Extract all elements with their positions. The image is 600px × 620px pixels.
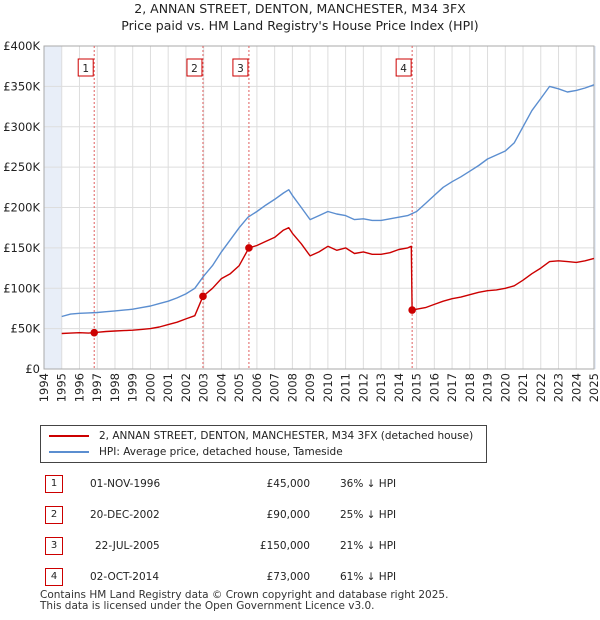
- sale-hpi-diff: 61% ↓ HPI: [340, 571, 397, 583]
- x-tick-label: 2002: [179, 373, 193, 402]
- x-tick-label: 2015: [410, 373, 424, 402]
- x-tick-label: 2006: [250, 373, 264, 402]
- sale-date: 02-OCT-2014: [90, 571, 159, 583]
- price-paid-line: [61, 227, 595, 335]
- sale-price: £45,000: [266, 478, 310, 490]
- plot-frame: [43, 45, 595, 370]
- sale-number-badge: 2: [45, 506, 63, 524]
- sale-event-badge: [77, 58, 94, 77]
- x-tick-label: 2003: [197, 373, 211, 402]
- shaded-region: [594, 46, 596, 369]
- sale-date: 20-DEC-2002: [90, 509, 160, 521]
- y-tick-label: £350K: [3, 79, 40, 93]
- footer-attribution: Contains HM Land Registry data © Crown c…: [40, 590, 448, 612]
- y-tick-label: £200K: [3, 201, 40, 215]
- sale-row: 1 01-NOV-1996 £45,000 36% ↓ HPI: [40, 475, 560, 493]
- legend-swatch-price: [49, 435, 89, 437]
- x-tick-label: 2004: [214, 373, 228, 402]
- x-tick-label: 2011: [339, 373, 353, 402]
- sale-event-badge: [395, 58, 412, 77]
- sale-date: 22-JUL-2005: [95, 540, 160, 552]
- sale-number-badge: 4: [45, 568, 63, 586]
- sale-hpi-diff: 36% ↓ HPI: [340, 478, 397, 490]
- sale-number-badge: 1: [45, 475, 63, 493]
- y-tick-label: £250K: [3, 160, 40, 174]
- footer-line2: This data is licensed under the Open Gov…: [40, 600, 375, 612]
- x-tick-label: 2000: [143, 373, 157, 402]
- x-tick-label: 2001: [161, 373, 175, 402]
- legend-swatch-hpi: [49, 451, 89, 453]
- x-tick-label: 2025: [587, 373, 600, 402]
- sale-point: [199, 292, 207, 301]
- y-tick-label: £300K: [3, 120, 40, 134]
- x-tick-label: 2013: [374, 373, 388, 402]
- x-tick-label: 2021: [516, 373, 530, 402]
- sale-event-label: 3: [237, 63, 244, 75]
- chart-title-line2: Price paid vs. HM Land Registry's House …: [121, 18, 479, 33]
- footer-line1: Contains HM Land Registry data © Crown c…: [40, 589, 449, 601]
- sale-price: £150,000: [259, 540, 310, 552]
- y-tick-label: £50K: [11, 322, 41, 336]
- x-tick-label: 2018: [463, 373, 477, 402]
- x-tick-label: 1998: [108, 373, 122, 402]
- x-tick-label: 2020: [498, 373, 512, 402]
- sale-event-label: 4: [400, 63, 407, 75]
- x-tick-label: 2016: [427, 373, 441, 402]
- sale-price: £90,000: [266, 509, 310, 521]
- sale-row: 3 22-JUL-2005 £150,000 21% ↓ HPI: [40, 537, 560, 555]
- sale-point: [90, 328, 99, 337]
- y-tick-label: £400K: [3, 39, 40, 53]
- sale-point: [245, 244, 253, 252]
- sale-point: [408, 306, 416, 314]
- sale-event-badge: [232, 58, 249, 77]
- sale-date: 01-NOV-1996: [90, 478, 161, 490]
- x-tick-label: 1996: [72, 373, 86, 402]
- sale-event-label: 1: [82, 63, 89, 75]
- y-tick-label: £150K: [3, 241, 40, 255]
- chart-legend: 2, ANNAN STREET, DENTON, MANCHESTER, M34…: [40, 425, 487, 463]
- sale-hpi-diff: 25% ↓ HPI: [340, 509, 397, 521]
- legend-label-hpi: HPI: Average price, detached house, Tame…: [99, 446, 343, 458]
- x-tick-label: 2024: [569, 373, 583, 402]
- sale-event-badge: [186, 58, 203, 77]
- x-tick-label: 2023: [552, 373, 566, 402]
- x-tick-label: 2014: [392, 373, 406, 402]
- y-tick-label: £0: [25, 362, 40, 376]
- sale-row: 4 02-OCT-2014 £73,000 61% ↓ HPI: [40, 568, 560, 586]
- sale-hpi-diff: 21% ↓ HPI: [340, 540, 397, 552]
- chart-title: 2, ANNAN STREET, DENTON, MANCHESTER, M34…: [0, 0, 600, 34]
- x-tick-label: 2005: [232, 373, 246, 402]
- x-tick-label: 1997: [90, 373, 104, 402]
- x-tick-label: 1995: [55, 373, 69, 402]
- y-tick-label: £100K: [3, 281, 40, 295]
- x-tick-label: 1994: [37, 373, 51, 402]
- x-tick-label: 2022: [534, 373, 548, 402]
- x-tick-label: 2017: [445, 373, 459, 402]
- sale-price: £73,000: [266, 571, 310, 583]
- chart-title-line1: 2, ANNAN STREET, DENTON, MANCHESTER, M34…: [134, 1, 466, 16]
- price-chart: £0 £50K £100K £150K £200K £250K £300K £350K £400…: [3, 39, 600, 402]
- sale-event-label: 2: [191, 63, 198, 75]
- x-tick-label: 2019: [481, 373, 495, 402]
- sale-number-badge: 3: [45, 537, 63, 555]
- x-tick-label: 2007: [268, 373, 282, 402]
- x-tick-label: 2009: [303, 373, 317, 402]
- legend-label-price: 2, ANNAN STREET, DENTON, MANCHESTER, M34…: [99, 430, 474, 442]
- x-tick-label: 2012: [356, 373, 370, 402]
- hpi-line: [61, 84, 595, 318]
- x-tick-label: 2010: [321, 373, 335, 402]
- sale-row: 2 20-DEC-2002 £90,000 25% ↓ HPI: [40, 506, 560, 524]
- x-tick-label: 1999: [126, 373, 140, 402]
- x-tick-label: 2008: [285, 373, 299, 402]
